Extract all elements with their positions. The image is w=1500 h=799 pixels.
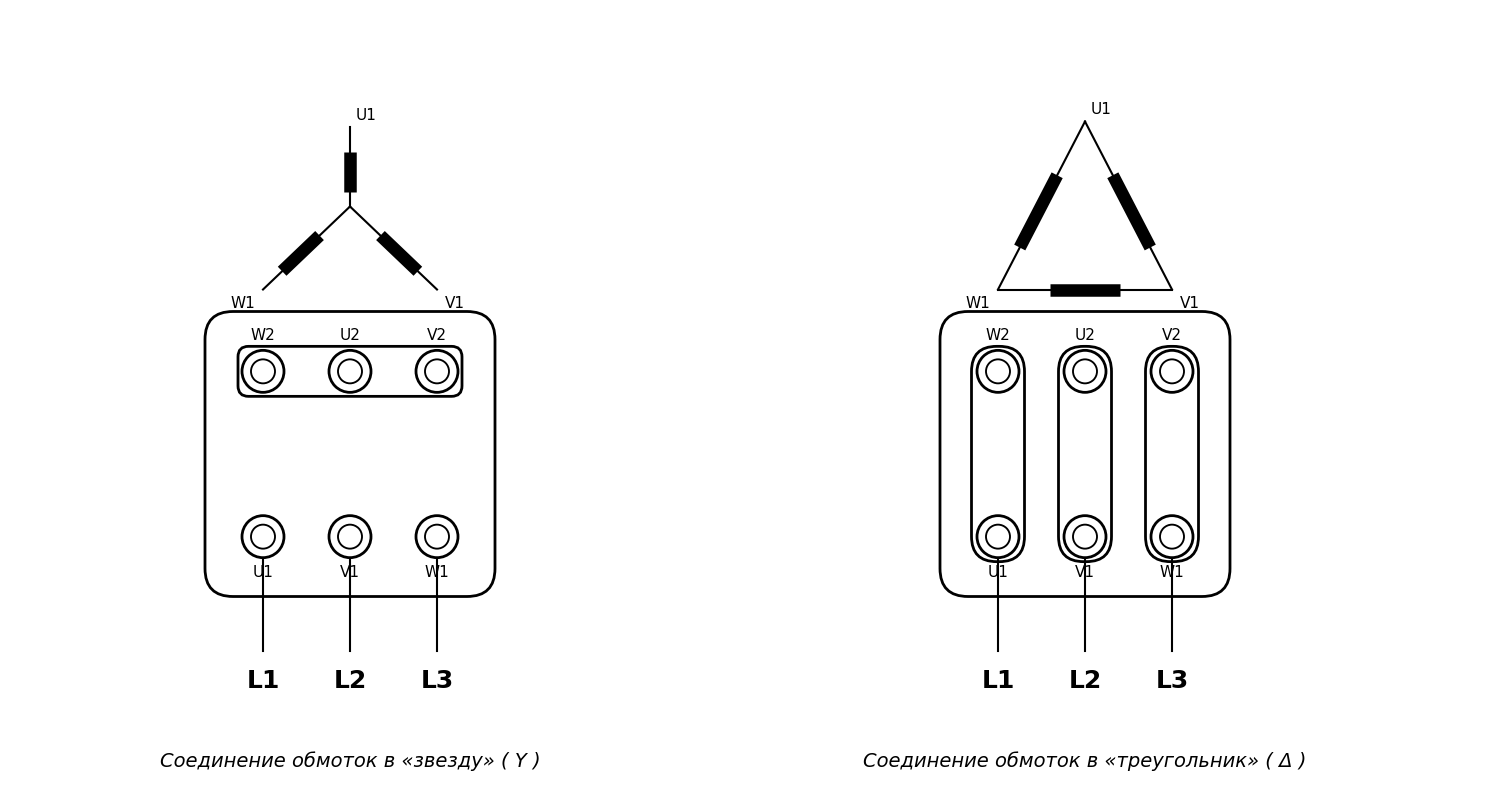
Circle shape: [1064, 515, 1106, 558]
Text: L1: L1: [981, 669, 1014, 693]
FancyBboxPatch shape: [1059, 346, 1112, 562]
Text: U2: U2: [339, 328, 360, 344]
Text: L2: L2: [1068, 669, 1101, 693]
Circle shape: [328, 515, 370, 558]
Circle shape: [338, 525, 362, 549]
FancyBboxPatch shape: [238, 346, 462, 396]
Text: W2: W2: [986, 328, 1011, 344]
Circle shape: [416, 350, 458, 392]
Text: U1: U1: [1090, 102, 1112, 117]
Circle shape: [1150, 515, 1192, 558]
Circle shape: [1064, 350, 1106, 392]
Text: W1: W1: [424, 565, 450, 579]
FancyBboxPatch shape: [1146, 346, 1198, 562]
Circle shape: [1160, 360, 1184, 384]
FancyBboxPatch shape: [940, 312, 1230, 597]
Circle shape: [242, 515, 284, 558]
Text: W1: W1: [1160, 565, 1185, 579]
Circle shape: [242, 350, 284, 392]
Circle shape: [416, 515, 458, 558]
Circle shape: [986, 525, 1010, 549]
Text: V1: V1: [1180, 296, 1200, 311]
Circle shape: [328, 350, 370, 392]
Text: L1: L1: [246, 669, 279, 693]
Text: W1: W1: [964, 296, 990, 311]
Text: V1: V1: [340, 565, 360, 579]
Text: L3: L3: [420, 669, 453, 693]
FancyBboxPatch shape: [972, 346, 1024, 562]
Text: U2: U2: [1074, 328, 1095, 344]
Text: V1: V1: [1076, 565, 1095, 579]
Circle shape: [424, 525, 448, 549]
Circle shape: [986, 360, 1010, 384]
Text: L2: L2: [333, 669, 366, 693]
Text: U1: U1: [987, 565, 1008, 579]
FancyBboxPatch shape: [206, 312, 495, 597]
Text: W1: W1: [231, 296, 255, 311]
Text: Соединение обмоток в «звезду» ( Y ): Соединение обмоток в «звезду» ( Y ): [159, 751, 540, 771]
Circle shape: [1072, 525, 1096, 549]
Circle shape: [976, 515, 1018, 558]
Text: V2: V2: [1162, 328, 1182, 344]
Circle shape: [1150, 350, 1192, 392]
Circle shape: [338, 360, 362, 384]
Text: V1: V1: [446, 296, 465, 311]
Text: L3: L3: [1155, 669, 1188, 693]
Circle shape: [424, 360, 448, 384]
Text: V2: V2: [427, 328, 447, 344]
Circle shape: [251, 360, 274, 384]
Text: Соединение обмоток в «треугольник» ( Δ ): Соединение обмоток в «треугольник» ( Δ ): [864, 751, 1306, 771]
Circle shape: [251, 525, 274, 549]
Text: W2: W2: [251, 328, 276, 344]
Circle shape: [976, 350, 1018, 392]
Circle shape: [1160, 525, 1184, 549]
Circle shape: [1072, 360, 1096, 384]
Text: U1: U1: [252, 565, 273, 579]
Text: U1: U1: [356, 108, 376, 122]
